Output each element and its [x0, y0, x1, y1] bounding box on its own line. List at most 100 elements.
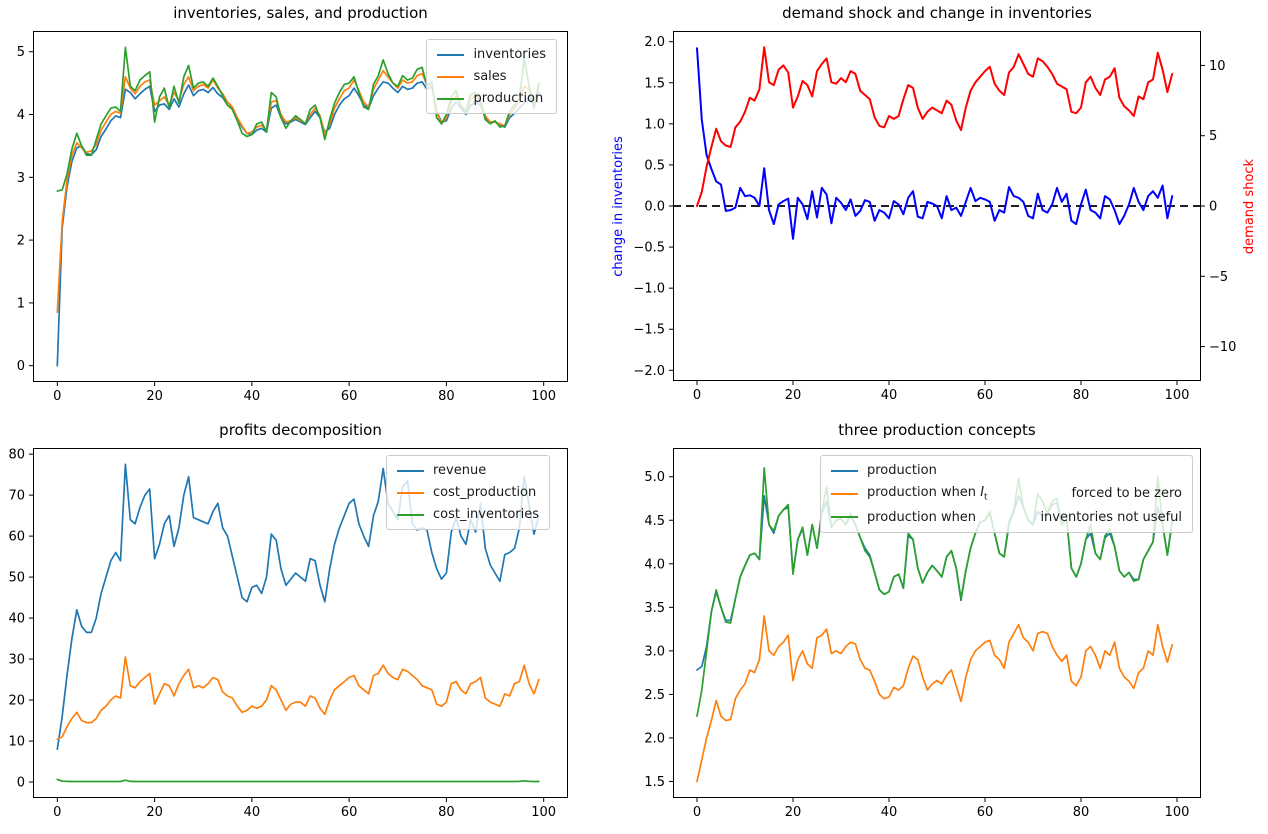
- legend-item: cost_inventories: [396, 507, 539, 522]
- y-axis-label-left: change in inventories: [609, 31, 627, 381]
- chart-demand-shock-change-inventories: 0 20 40 60 80 100 −2.0 −1.5 −1.0 −0.5 0.0 0.5 1.0 1.5…: [611, 4, 1258, 403]
- legend-item: production: [437, 91, 546, 106]
- y-tick-label: 50: [8, 571, 25, 586]
- legend-item-label: production: [867, 463, 937, 478]
- series-line-production-when-inventories-not-useful: [696, 467, 1174, 718]
- y-tick-label: 10: [8, 735, 25, 750]
- series-line-inventories: [56, 81, 540, 367]
- legend-item: production: [831, 463, 1182, 478]
- axes-frame: [33, 31, 568, 382]
- plot-area: 0 20 40 60 80 100−2.0−1.5−1.0−0.50.00.51.01.5…: [633, 31, 1236, 403]
- math-t-subscript: t: [984, 492, 988, 503]
- x-tick-label: 40: [244, 389, 261, 404]
- chart-inventories-sales-production: 0 20 40 60 80 100 0 1 2 3 4 5 inventories, sales, a…: [17, 4, 568, 404]
- y-tick-label: 1.0: [644, 117, 665, 132]
- y-tick-label: 2: [17, 234, 25, 249]
- x-tick-label: 40: [244, 805, 261, 820]
- y-tick-label: 5: [17, 45, 25, 60]
- y-axis-label-left-text: change in inventories: [610, 135, 626, 277]
- y-tick-label: 0.0: [644, 200, 665, 215]
- y-tick-label: −10: [1209, 340, 1236, 355]
- y-tick-label: 30: [8, 653, 25, 668]
- y-tick-label: −5: [1209, 270, 1228, 285]
- x-axis: 0 20 40 60 80 100: [693, 381, 1189, 403]
- chart-three-production-concepts: 0 20 40 60 80 100 1.5 2.0 2.5 3.0 3.5 4.0 4.5 5.0 thr…: [644, 421, 1201, 820]
- axes-frame: [673, 31, 1201, 381]
- legend-line-swatch: [831, 469, 858, 472]
- x-tick-label: 0: [693, 388, 701, 403]
- y-axis-left: 0 10 20 30 40 50 60 70 80: [8, 448, 33, 791]
- x-tick-label: 60: [341, 805, 358, 820]
- x-axis: 0 20 40 60 80 100: [53, 798, 556, 820]
- x-tick-label: 0: [53, 389, 61, 404]
- x-axis: 0 20 40 60 80 100: [53, 382, 556, 404]
- legend-item: inventories: [437, 47, 546, 62]
- y-tick-label: 4.0: [644, 557, 665, 572]
- y-axis-label-right-text: demand shock: [1242, 158, 1258, 254]
- y-axis-left: −2.0 −1.5 −1.0 −0.5 0.0 0.5 1.0 1.5 2.0: [633, 35, 673, 379]
- x-tick-label: 40: [881, 805, 898, 820]
- y-tick-label: 2.0: [644, 35, 665, 50]
- legend-line-swatch: [396, 491, 424, 494]
- y-axis-label-right: demand shock: [1241, 31, 1259, 381]
- x-tick-label: 20: [146, 805, 163, 820]
- y-tick-label: −2.0: [633, 364, 665, 379]
- legend-item-left: cost_inventories: [396, 507, 539, 522]
- legend-item: revenue: [396, 463, 539, 478]
- x-tick-label: 80: [1073, 388, 1090, 403]
- y-tick-label: 40: [8, 612, 25, 627]
- x-tick-label: 60: [341, 389, 358, 404]
- chart-title: inventories, sales, and production: [173, 4, 428, 22]
- y-tick-label: 3.5: [644, 601, 665, 616]
- x-tick-label: 60: [977, 805, 994, 820]
- y-tick-label: 3.0: [644, 644, 665, 659]
- y-tick-label: 20: [8, 694, 25, 709]
- legend-line-swatch: [831, 516, 858, 519]
- x-tick-label: 0: [693, 805, 701, 820]
- legend-item-label: production when It: [867, 485, 988, 503]
- y-tick-label: 4.5: [644, 514, 665, 529]
- plot-area: 0 20 40 60 80 100 0 10 20 30 40 50 60 70 80: [8, 448, 568, 820]
- legend-item-label-right: inventories not useful: [1040, 509, 1182, 525]
- legend-item-left: production when: [831, 510, 976, 525]
- y-tick-label: 4: [17, 108, 25, 123]
- legend-item-left: cost_production: [396, 485, 536, 500]
- legend-item-left: production when It: [831, 485, 988, 503]
- legend-box: production production when It forced to be…: [820, 455, 1193, 533]
- legend-line-swatch: [396, 469, 424, 472]
- x-tick-label: 60: [977, 388, 994, 403]
- series-line-production-when-i-t-forced-to-be-zero: [696, 615, 1174, 783]
- x-tick-label: 20: [146, 389, 163, 404]
- chart-title: profits decomposition: [219, 421, 382, 439]
- legend-item-left: inventories: [437, 47, 546, 62]
- x-tick-label: 20: [785, 805, 802, 820]
- chart-profits-decomposition: 0 20 40 60 80 100 0 10 20 30 40 50 60 70 80 profits de…: [8, 421, 568, 820]
- chart-title: demand shock and change in inventories: [782, 4, 1092, 22]
- legend-item-left: revenue: [396, 463, 487, 478]
- legend-item: production when It forced to be zero: [831, 485, 1182, 503]
- x-tick-label: 80: [438, 389, 455, 404]
- y-tick-label: 70: [8, 489, 25, 504]
- series-line-cost-inventories: [56, 778, 540, 783]
- legend-item-left: sales: [437, 69, 507, 84]
- y-axis-left: 0 1 2 3 4 5: [17, 45, 33, 374]
- y-tick-label: 0: [17, 359, 25, 374]
- legend-line-swatch: [437, 97, 465, 100]
- legend-item-left: production: [831, 463, 937, 478]
- math-I-symbol: I: [980, 485, 985, 500]
- y-tick-label: 3: [17, 171, 25, 186]
- legend-item-label: revenue: [432, 463, 487, 478]
- x-tick-label: 80: [438, 805, 455, 820]
- y-tick-label: 1.5: [644, 775, 665, 790]
- series-line-cost-production: [56, 656, 540, 740]
- legend-box: inventories sales production: [426, 39, 557, 114]
- y-tick-label: 1.5: [644, 76, 665, 91]
- legend-item-label: production: [473, 91, 544, 106]
- legend-line-swatch: [437, 75, 465, 78]
- y-axis-right: −10 −5 0 5 10: [1201, 59, 1236, 355]
- y-tick-label: 80: [8, 448, 25, 463]
- y-tick-label: 2.5: [644, 688, 665, 703]
- plot-area: 0 20 40 60 80 100 1.5 2.0 2.5 3.0 3.5 4.0 4.5 5.0: [644, 448, 1201, 820]
- chart-title: three production concepts: [838, 421, 1036, 439]
